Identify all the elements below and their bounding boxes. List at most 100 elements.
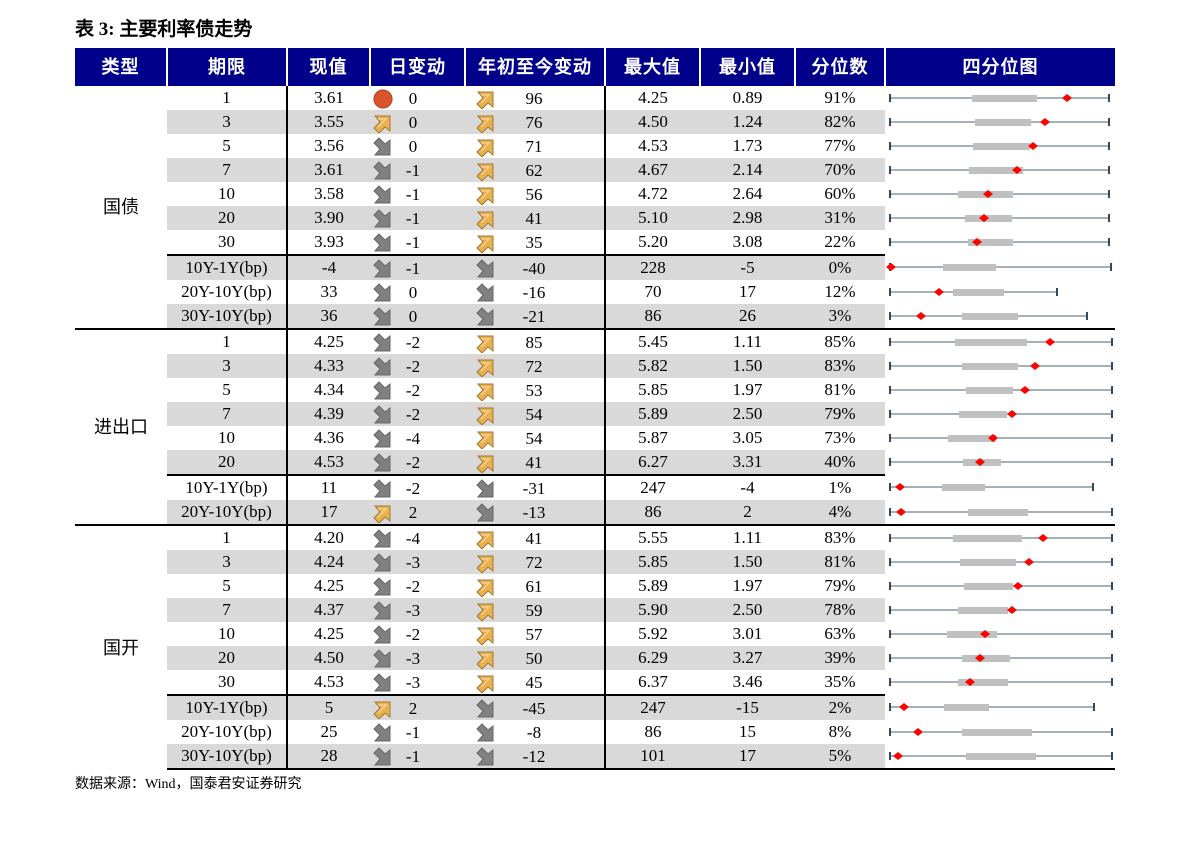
- percentile-cell: 73%: [824, 428, 856, 447]
- daily-change: -1: [405, 232, 421, 252]
- percentile-cell: 83%: [795, 524, 885, 550]
- quartile-box: [948, 435, 996, 442]
- down-arrow-icon: [473, 258, 499, 279]
- down-arrow-icon: [473, 282, 499, 303]
- current-marker: [895, 483, 905, 491]
- max-cell: 4.25: [604, 86, 700, 110]
- daily-change: -3: [405, 672, 421, 692]
- max-cell: 5.45: [604, 328, 700, 354]
- up-arrow-icon: [370, 503, 396, 523]
- up-arrow-icon: [370, 699, 396, 719]
- table-title: 表 3: 主要利率债走势: [75, 19, 253, 40]
- value-cell: 5: [286, 694, 370, 720]
- table-row: 5 4.34 -2 53 5.85 1.97 81%: [75, 378, 1115, 402]
- min-cell: 1.97: [732, 576, 763, 595]
- column-header: 现值: [286, 48, 370, 86]
- quartile-box: [964, 583, 1013, 590]
- min-cell: 15: [739, 722, 756, 741]
- daily-change: 0: [408, 88, 418, 108]
- max-cell: 4.72: [604, 182, 700, 206]
- term-cell: 7: [167, 402, 287, 426]
- quartile-box: [962, 363, 1018, 370]
- table-row: 20 3.90 -1 41 5.10 2.98 31%: [75, 206, 1115, 230]
- daily-change: -1: [405, 746, 421, 766]
- table-row: 10 4.36 -4 54 5.87 3.05 73%: [75, 426, 1115, 450]
- up-arrow-icon: [473, 529, 499, 549]
- value-cell: 4.53: [286, 670, 370, 695]
- table-row: 3 3.55 0 76 4.50 1.24 82%: [75, 110, 1115, 134]
- current-marker: [1024, 558, 1034, 566]
- quartile-chart: [885, 574, 1115, 598]
- value-cell: 4.50: [286, 646, 370, 670]
- up-arrow-icon: [473, 601, 499, 621]
- max-cell: 6.29: [604, 646, 700, 670]
- percentile-cell: 40%: [795, 450, 885, 475]
- table-row: 7 3.61 -1 62 4.67 2.14 70%: [75, 158, 1115, 182]
- current-marker: [972, 238, 982, 246]
- current-marker: [1038, 534, 1048, 542]
- table-row: 20 4.53 -2 41 6.27 3.31 40%: [75, 450, 1115, 475]
- quartile-box: [960, 559, 1016, 566]
- value-cell: 4.34: [286, 378, 370, 402]
- column-header: 四分位图: [884, 48, 1115, 86]
- quartile-box: [953, 535, 1022, 542]
- daily-change: 0: [408, 306, 418, 326]
- up-arrow-icon: [473, 185, 499, 205]
- min-cell: 26: [700, 304, 795, 329]
- max-cell: 247: [604, 694, 700, 720]
- current-marker: [988, 434, 998, 442]
- table-row: 10Y-1Y(bp) 5 2 -45 247 -15 2%: [75, 694, 1115, 720]
- table-row: 10Y-1Y(bp) -4 -1 -40 228 -5 0%: [75, 254, 1115, 280]
- ytd-change: 62: [525, 160, 543, 180]
- quartile-chart: [885, 110, 1115, 134]
- ytd-change: 71: [525, 136, 543, 156]
- quartile-box: [962, 655, 1010, 662]
- value-cell: 4.33: [286, 354, 370, 378]
- daily-change: -2: [405, 478, 421, 498]
- daily-change: -1: [405, 722, 421, 742]
- quartile-chart: [885, 304, 1115, 329]
- column-header: 期限: [166, 48, 287, 86]
- max-cell: 6.27: [604, 450, 700, 475]
- percentile-cell: 82%: [795, 110, 885, 134]
- table-row: 20Y-10Y(bp) 25 -1 -8 86 15 8%: [75, 720, 1115, 744]
- table-row: 10 4.25 -2 57 5.92 3.01 63%: [75, 622, 1115, 646]
- min-cell: -4: [700, 474, 795, 500]
- min-cell: 1.11: [700, 524, 795, 550]
- value-cell: 4.25: [286, 574, 370, 598]
- daily-change: -1: [405, 160, 421, 180]
- header-row: 类型 期限 现值 日变动 年初至今变动 最大值 最小值 分位数 四分位图: [75, 48, 1115, 86]
- group-label: 国债: [75, 86, 167, 329]
- quartile-chart: [885, 426, 1115, 450]
- up-arrow-icon: [473, 673, 499, 693]
- daily-change: -3: [405, 600, 421, 620]
- down-arrow-icon: [370, 722, 396, 743]
- quartile-chart: [885, 402, 1115, 426]
- term-cell: 10: [218, 184, 235, 203]
- term-cell: 10: [218, 624, 235, 643]
- column-header: 日变动: [369, 48, 465, 86]
- daily-change: -1: [405, 208, 421, 228]
- percentile-cell: 1%: [795, 474, 885, 500]
- min-cell: 1.11: [700, 328, 795, 354]
- min-cell: 2.50: [700, 402, 795, 426]
- current-marker: [1020, 386, 1030, 394]
- max-cell: 5.89: [604, 402, 700, 426]
- term-cell: 10Y-1Y(bp): [167, 474, 287, 500]
- term-cell: 10Y-1Y(bp): [167, 694, 287, 720]
- ytd-change: 35: [525, 232, 543, 252]
- percentile-cell: 2%: [795, 694, 885, 720]
- daily-change: -4: [405, 428, 421, 448]
- table-container: 类型 期限 现值 日变动 年初至今变动 最大值 最小值 分位数 四分位图 国债 1 3.61 0 96 4…: [75, 48, 1115, 794]
- ytd-change: -13: [522, 502, 546, 522]
- max-cell: 4.67: [604, 158, 700, 182]
- max-cell: 5.85: [604, 378, 700, 402]
- down-arrow-icon: [370, 746, 396, 767]
- quartile-box: [947, 631, 997, 638]
- percentile-cell: 31%: [795, 206, 885, 230]
- percentile-cell: 81%: [824, 380, 856, 399]
- quartile-box: [966, 753, 1036, 760]
- ytd-change: 53: [525, 380, 543, 400]
- value-cell: 4.37: [286, 598, 370, 622]
- term-cell: 3: [167, 354, 287, 378]
